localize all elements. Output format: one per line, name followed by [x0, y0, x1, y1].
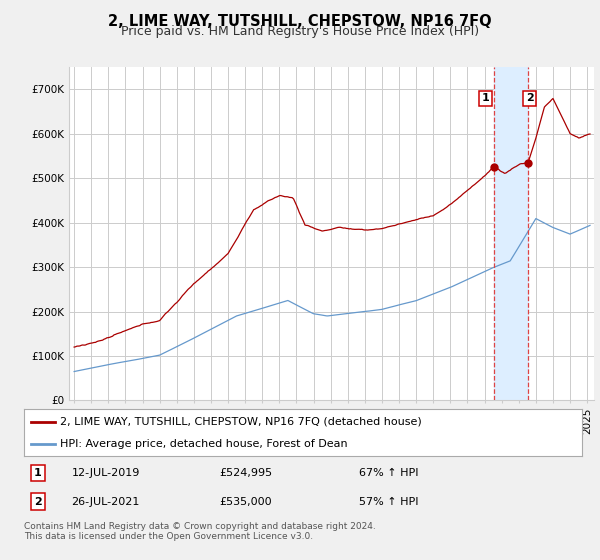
Text: 2, LIME WAY, TUTSHILL, CHEPSTOW, NP16 7FQ (detached house): 2, LIME WAY, TUTSHILL, CHEPSTOW, NP16 7F… — [60, 417, 422, 427]
Text: 67% ↑ HPI: 67% ↑ HPI — [359, 468, 418, 478]
Text: Contains HM Land Registry data © Crown copyright and database right 2024.
This d: Contains HM Land Registry data © Crown c… — [24, 522, 376, 542]
Text: 1: 1 — [34, 468, 42, 478]
Bar — [494, 67, 528, 400]
Text: £535,000: £535,000 — [220, 497, 272, 507]
Text: Price paid vs. HM Land Registry's House Price Index (HPI): Price paid vs. HM Land Registry's House … — [121, 25, 479, 38]
Text: 12-JUL-2019: 12-JUL-2019 — [71, 468, 140, 478]
Text: 2, LIME WAY, TUTSHILL, CHEPSTOW, NP16 7FQ: 2, LIME WAY, TUTSHILL, CHEPSTOW, NP16 7F… — [108, 14, 492, 29]
Text: 2: 2 — [526, 94, 533, 103]
Text: 57% ↑ HPI: 57% ↑ HPI — [359, 497, 418, 507]
Text: HPI: Average price, detached house, Forest of Dean: HPI: Average price, detached house, Fore… — [60, 438, 348, 449]
Text: 26-JUL-2021: 26-JUL-2021 — [71, 497, 140, 507]
Text: £524,995: £524,995 — [220, 468, 272, 478]
Text: 1: 1 — [481, 94, 489, 103]
Text: 2: 2 — [34, 497, 42, 507]
